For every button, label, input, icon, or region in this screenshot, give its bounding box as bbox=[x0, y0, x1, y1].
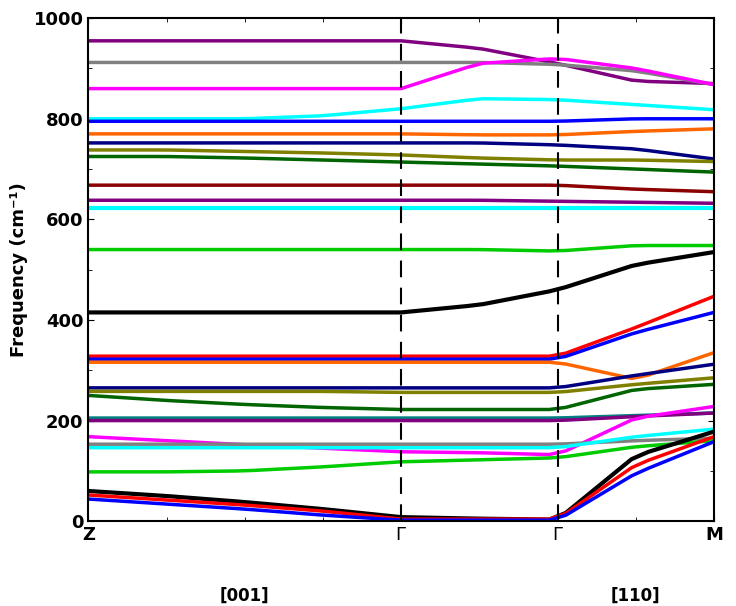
Text: [110]: [110] bbox=[611, 587, 660, 605]
Text: [001]: [001] bbox=[220, 587, 269, 605]
Y-axis label: Frequency (cm⁻¹): Frequency (cm⁻¹) bbox=[10, 182, 28, 357]
